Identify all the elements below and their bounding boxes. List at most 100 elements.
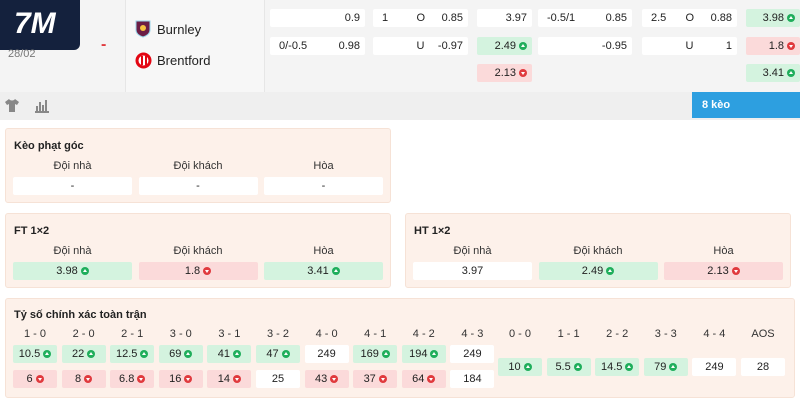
- odds-value: 1.8: [184, 265, 201, 277]
- odds-value: 6.8: [119, 373, 135, 385]
- odds-cell: 249: [304, 345, 349, 363]
- odds-value: 2.49: [581, 265, 604, 277]
- odds-cell: 0.9: [270, 9, 365, 27]
- odds-value: 0.88: [710, 12, 732, 24]
- odds-cell: 3.41: [746, 64, 800, 82]
- logo: 7M: [0, 0, 80, 50]
- odds-value: 41: [217, 348, 231, 360]
- odds-value: 3.98: [56, 265, 78, 277]
- away-team: Brentford: [157, 53, 211, 68]
- score-label: 3 - 3: [654, 328, 677, 340]
- odds-cell: 0/-0.5 0.98: [270, 37, 365, 55]
- handicap-line: 1: [382, 12, 389, 24]
- odds-cell: 37: [353, 370, 398, 388]
- shirt-icon[interactable]: [4, 98, 20, 113]
- score-label: 1 - 1: [557, 328, 580, 340]
- trend-icon: [281, 350, 290, 358]
- trend-icon: [331, 267, 340, 275]
- odds-value: 64: [412, 373, 425, 385]
- odds-cell: 25: [256, 370, 300, 388]
- trend-icon: [430, 350, 439, 358]
- score-label: 3 - 0: [169, 328, 192, 340]
- odds-value: 3.41: [307, 265, 329, 277]
- odds-cell: 10: [498, 358, 542, 376]
- odds-value: 0.85: [441, 12, 463, 24]
- trend-icon: [378, 375, 387, 383]
- trend-icon: [233, 375, 242, 383]
- column-header: Hòa: [713, 245, 734, 257]
- over-under: U: [685, 40, 694, 52]
- odds-cell: U -0.97: [373, 37, 468, 55]
- away-crest: [135, 52, 152, 69]
- odds-value: 5.5: [555, 361, 571, 373]
- odds-cell: 16: [158, 370, 203, 388]
- odds-value: 69: [169, 348, 182, 360]
- odds-cell: 3.97: [413, 262, 532, 280]
- odds-value: 37: [363, 373, 376, 385]
- odds-cell: 12.5: [110, 345, 155, 363]
- odds-value: 16: [169, 373, 182, 385]
- trend-icon: [787, 69, 795, 77]
- odds-value: -: [321, 180, 326, 192]
- score-label: AOS: [751, 328, 775, 340]
- odds-value: 79: [654, 361, 667, 373]
- odds-value: 14: [217, 373, 231, 385]
- odds-cell: 2.5 O 0.88: [642, 9, 737, 27]
- score-label: 4 - 3: [461, 328, 484, 340]
- odds-cell: 28: [741, 358, 785, 376]
- odds-value: 43: [314, 373, 328, 385]
- odds-value: 249: [317, 348, 336, 360]
- panel-title: FT 1×2: [14, 225, 50, 237]
- odds-cell: 43: [304, 370, 349, 388]
- handicap-line: 0/-0.5: [279, 40, 308, 52]
- trend-icon: [80, 267, 89, 275]
- handicap-line: 2.5: [651, 12, 667, 24]
- home-team: Burnley: [157, 22, 202, 37]
- odds-cell: 169: [353, 345, 398, 363]
- odds-value: -0.95: [601, 40, 627, 52]
- score-label: 2 - 0: [72, 328, 95, 340]
- panel-title: HT 1×2: [414, 225, 451, 237]
- odds-cell: 2.13: [477, 64, 532, 82]
- odds-cell: 22: [61, 345, 106, 363]
- odds-value: 2.49: [494, 40, 516, 52]
- column-header: Đội khách: [173, 245, 223, 257]
- odds-value: 25: [271, 373, 285, 385]
- column-header: Đội nhà: [53, 245, 92, 257]
- score-label: 2 - 2: [606, 328, 629, 340]
- trend-icon: [140, 350, 149, 358]
- odds-cell: -0.95: [538, 37, 632, 55]
- trend-icon: [606, 267, 615, 275]
- trend-icon: [184, 375, 193, 383]
- odds-value: 12.5: [115, 348, 138, 360]
- odds-value: 14.5: [600, 361, 623, 373]
- stats-icon[interactable]: [34, 98, 50, 113]
- odds-cell: 184: [450, 370, 495, 388]
- odds-cell: 249: [450, 345, 495, 363]
- odds-cell: 194: [401, 345, 446, 363]
- odds-cell: -0.5/1 0.85: [538, 9, 632, 27]
- odds-cell: 1.8: [746, 37, 800, 55]
- trend-icon: [184, 350, 193, 358]
- odds-cell: -: [138, 177, 258, 195]
- trend-icon: [427, 375, 436, 383]
- odds-value: 0.85: [605, 12, 627, 24]
- odds-cell: 1.8: [138, 262, 258, 280]
- score-label: 1 - 0: [23, 328, 46, 340]
- home-crest: [135, 20, 151, 38]
- markets-button[interactable]: 8 kèo: [692, 92, 800, 118]
- trend-icon: [625, 363, 634, 371]
- score-label: 4 - 0: [315, 328, 338, 340]
- trend-icon: [137, 375, 146, 383]
- market-panel: HT 1×2 Đội nhà 3.97 Đội khách 2.49 Hòa 2.13: [405, 213, 791, 288]
- team-column: [125, 0, 265, 92]
- trend-icon: [787, 14, 795, 22]
- score-label: 4 - 1: [364, 328, 387, 340]
- panel-title: Kèo phạt góc: [14, 140, 84, 152]
- score-label: 3 - 2: [266, 328, 289, 340]
- odds-cell: 3.41: [264, 262, 383, 280]
- odds-value: 194: [409, 348, 428, 360]
- odds-value: 3.97: [505, 12, 527, 24]
